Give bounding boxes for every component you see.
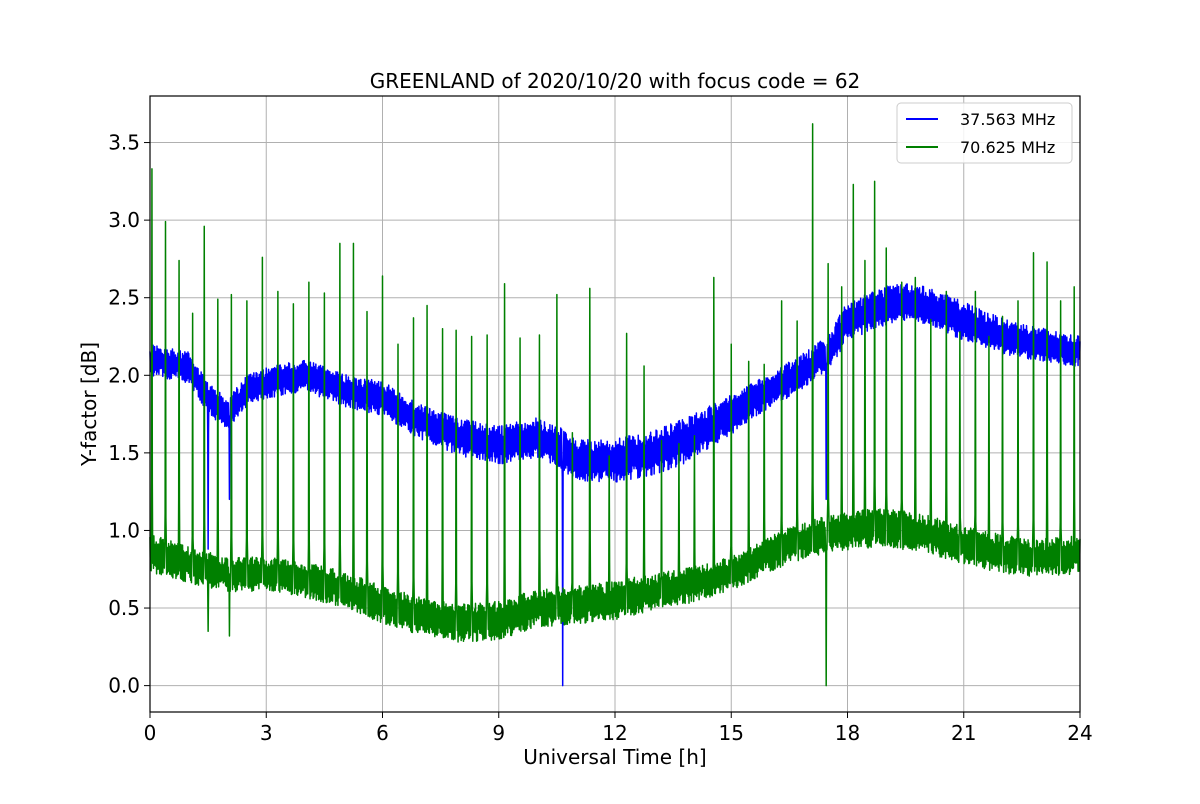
y-axis: 0.0 0.5 1.0 1.5 2.0 2.5 3.0 3.5 xyxy=(108,131,150,698)
y-tick-label: 1.5 xyxy=(108,441,140,465)
x-tick-label: 12 xyxy=(602,721,627,745)
series-layer xyxy=(149,123,1081,687)
x-axis-label: Universal Time [h] xyxy=(523,745,706,769)
legend-label-series-2: 70.625 MHz xyxy=(960,138,1055,157)
x-tick-label: 15 xyxy=(719,721,744,745)
x-tick-label: 24 xyxy=(1067,721,1092,745)
y-tick-label: 3.5 xyxy=(108,131,140,155)
y-axis-label: Y-factor [dB] xyxy=(77,342,101,467)
x-tick-label: 9 xyxy=(492,721,505,745)
y-tick-label: 1.0 xyxy=(108,518,140,542)
y-tick-label: 2.0 xyxy=(108,363,140,387)
chart-title: GREENLAND of 2020/10/20 with focus code … xyxy=(370,69,861,93)
legend-box xyxy=(896,102,1073,164)
y-tick-label: 0.5 xyxy=(108,596,140,620)
legend-label-series-1: 37.563 MHz xyxy=(960,110,1055,129)
x-tick-label: 18 xyxy=(835,721,860,745)
series-line-1 xyxy=(149,282,1081,687)
series-line-2 xyxy=(149,123,1081,687)
x-tick-label: 21 xyxy=(951,721,976,745)
y-tick-label: 0.0 xyxy=(108,674,140,698)
y-tick-label: 2.5 xyxy=(108,286,140,310)
y-tick-label: 3.0 xyxy=(108,208,140,232)
x-tick-label: 6 xyxy=(376,721,389,745)
x-tick-label: 3 xyxy=(260,721,273,745)
legend: 37.563 MHz 70.625 MHz xyxy=(896,102,1073,164)
x-tick-label: 0 xyxy=(144,721,157,745)
x-axis: 0 3 6 9 12 15 18 21 24 xyxy=(144,712,1093,745)
